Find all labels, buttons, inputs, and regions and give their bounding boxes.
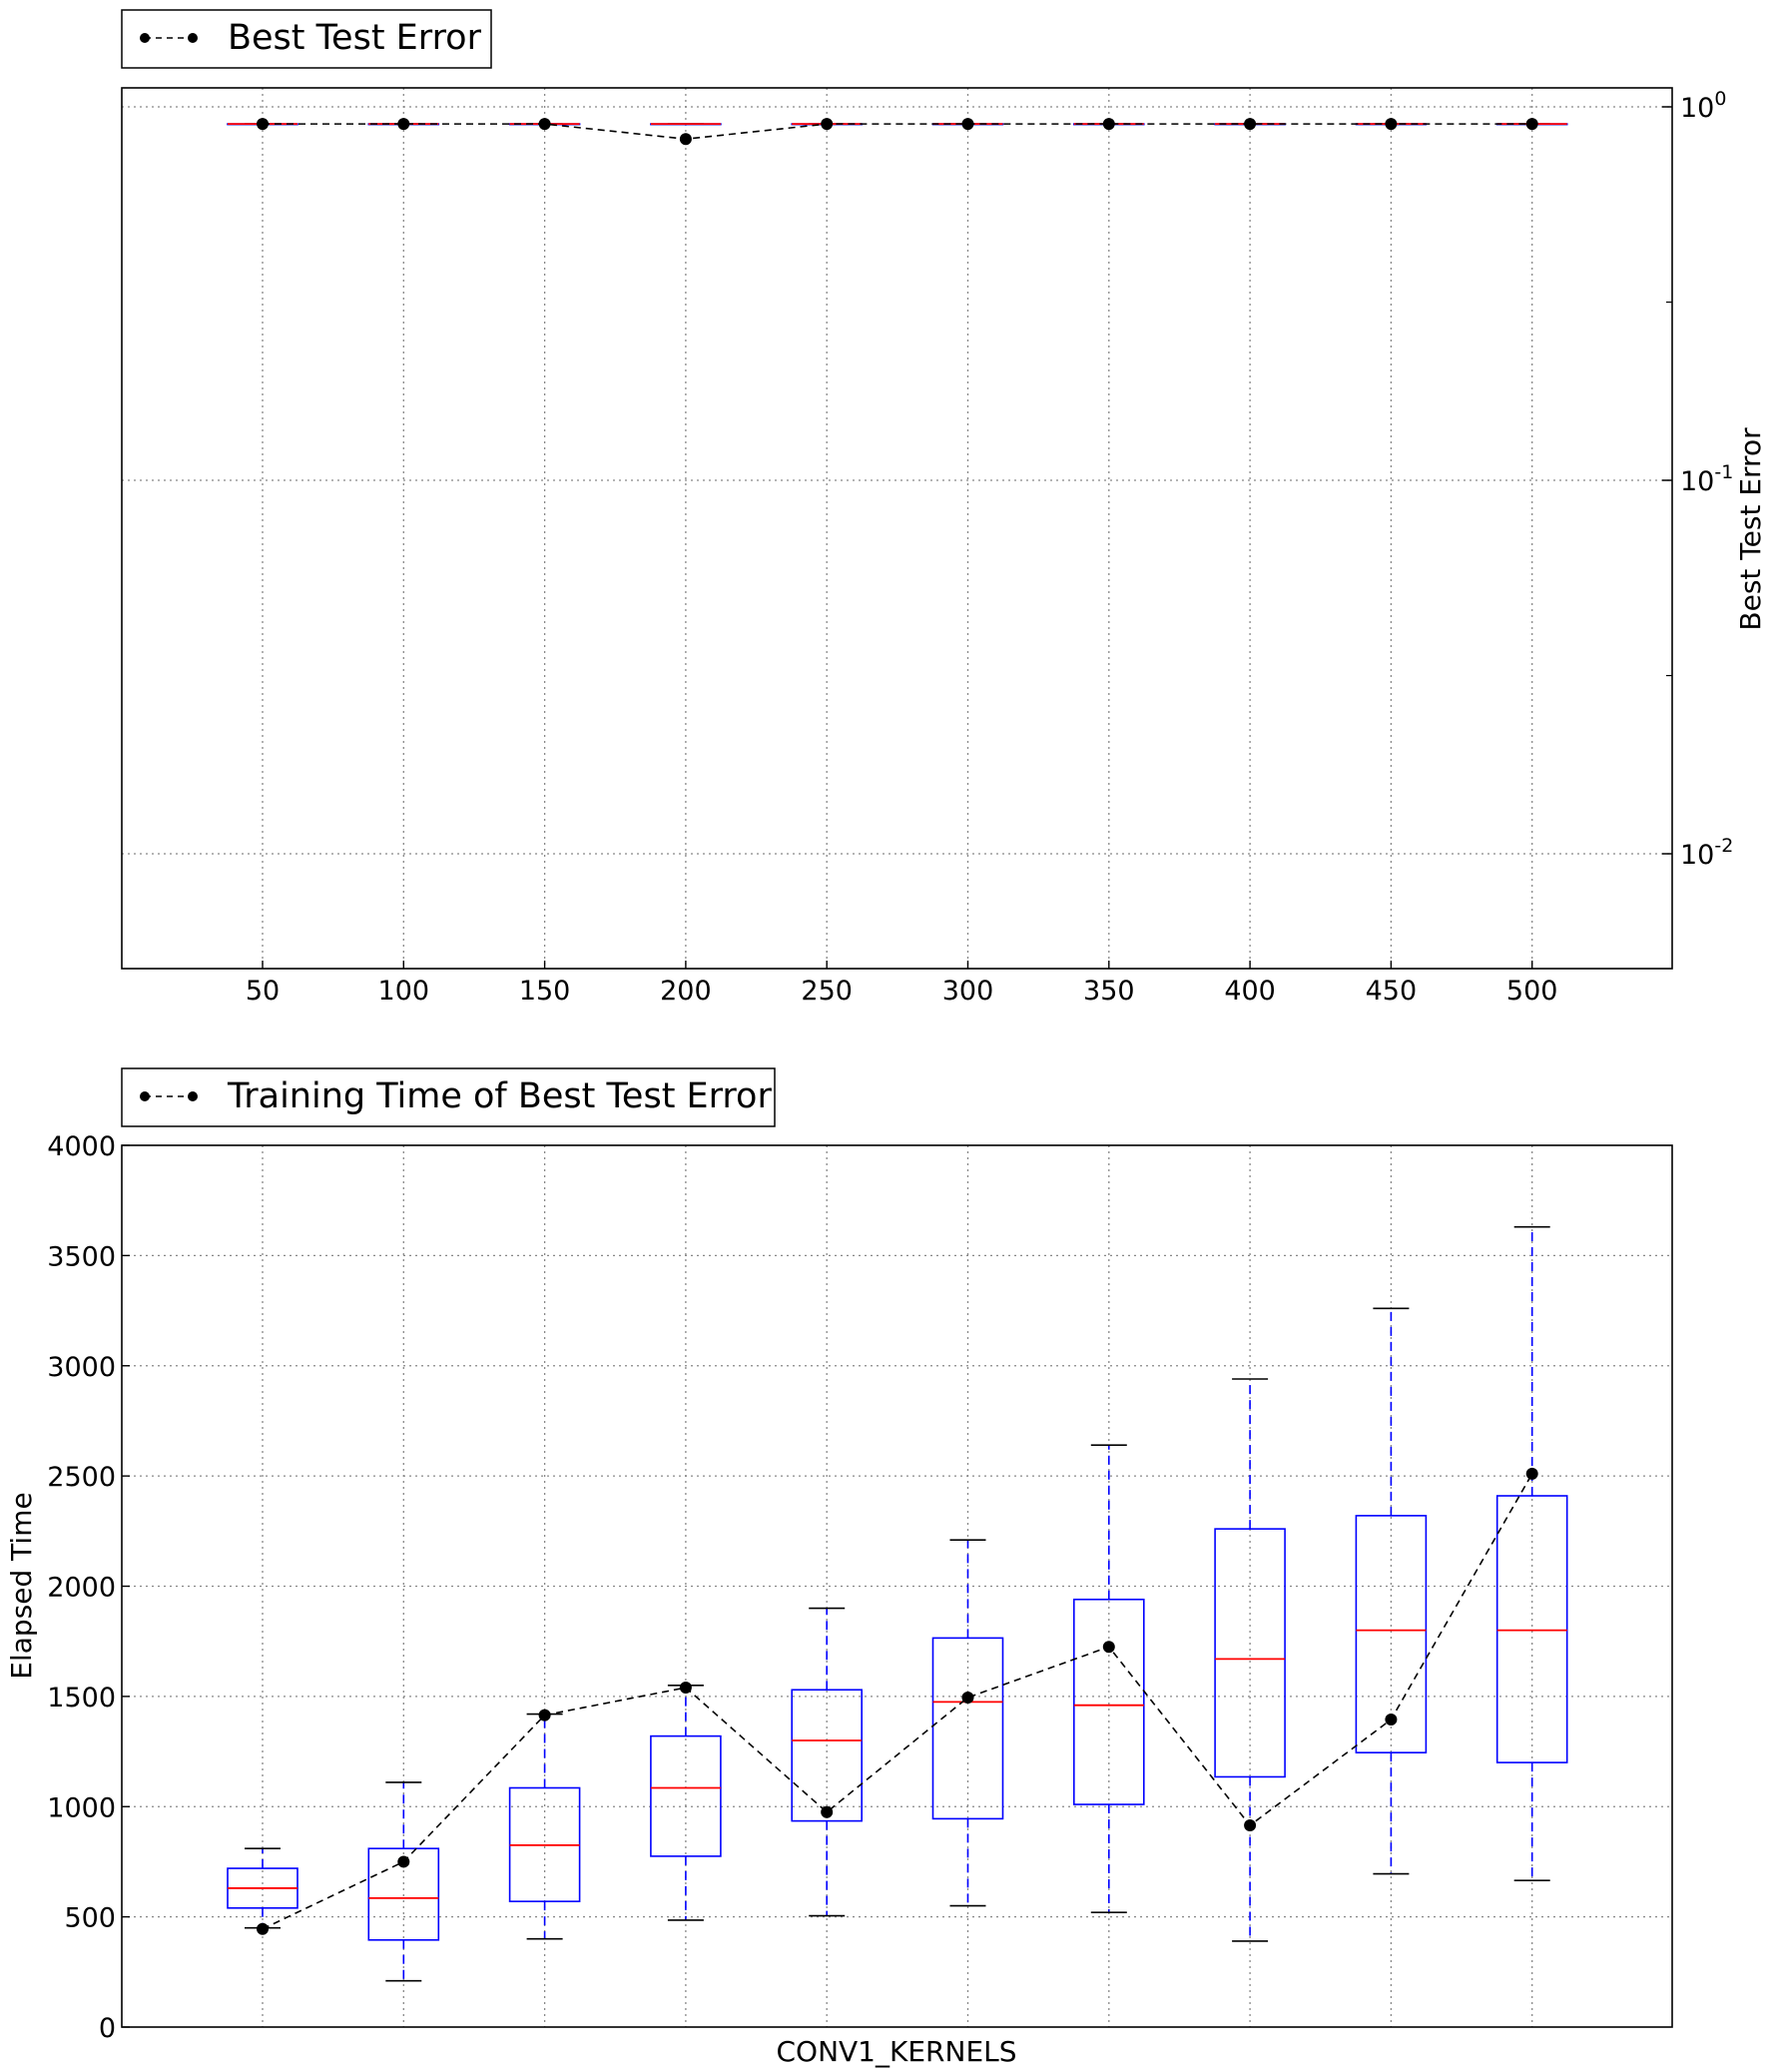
top-x-axis: 50 100 150 200 250 300 350 400 450 500 (246, 961, 1558, 1007)
bottom-legend-label: Training Time of Best Test Error (227, 1076, 772, 1116)
bottom-series-point (679, 1682, 692, 1695)
bottom-series-point (397, 1855, 410, 1868)
top-series-point (679, 133, 692, 146)
bottom-y-tick-label: 2500 (47, 1462, 116, 1493)
bottom-y-tick-label: 2000 (47, 1573, 116, 1604)
top-series-point (397, 118, 410, 131)
top-y-axis-label: Best Test Error (1734, 427, 1767, 631)
top-series-point (1385, 118, 1398, 131)
bottom-series-line (262, 1473, 1533, 1930)
top-y-tick-label: 100 (1680, 88, 1726, 124)
bottom-series-point (1525, 1467, 1538, 1480)
top-series-line (263, 123, 1532, 141)
bottom-series-point (257, 1922, 269, 1935)
top-series (257, 118, 1538, 146)
top-legend-label: Best Test Error (228, 18, 482, 58)
top-series-point (821, 118, 834, 131)
bottom-series-point (1244, 1819, 1257, 1832)
top-x-tick-label: 200 (660, 976, 712, 1007)
bottom-boxplot-box (1073, 1598, 1145, 1805)
bottom-chart: Training Time of Best Test Error 0 500 100… (5, 1067, 1673, 2068)
bottom-y-tick-label: 1000 (47, 1792, 116, 1823)
bottom-y-tick-label: 4000 (47, 1131, 116, 1162)
bottom-series-point (961, 1691, 974, 1704)
bottom-boxes (227, 1225, 1568, 1982)
bottom-series-point (1385, 1714, 1398, 1727)
bottom-series-point (821, 1805, 834, 1818)
top-series-point (1525, 118, 1538, 131)
bottom-y-tick-label: 3000 (47, 1352, 116, 1383)
bottom-y-tick-label: 1500 (47, 1683, 116, 1714)
bottom-series (257, 1467, 1538, 1935)
top-series-point (538, 118, 551, 131)
top-x-tick-label: 400 (1224, 976, 1276, 1007)
top-series-point (1102, 118, 1115, 131)
top-x-tick-label: 350 (1083, 976, 1135, 1007)
bottom-y-axis: 0 500 1000 1500 2000 2500 3000 3500 4000 (47, 1131, 130, 2044)
bottom-legend-marker-icon (140, 1091, 150, 1101)
top-x-tick-label: 500 (1506, 976, 1558, 1007)
top-series-point (1244, 118, 1257, 131)
bottom-boxplot-box (1355, 1515, 1428, 1753)
top-y-tick-label: 10-1 (1680, 461, 1733, 497)
top-chart: Best Test Error 50 100 150 200 250 300 350 400 4… (121, 9, 1767, 1007)
bottom-y-tick-label: 0 (99, 2013, 116, 2044)
bottom-legend-box (121, 1067, 776, 1127)
bottom-boxplot-box (1214, 1528, 1286, 1778)
bottom-boxplot-box (1495, 1495, 1568, 1763)
bottom-y-tick-label: 500 (64, 1903, 116, 1934)
top-series-point (257, 118, 269, 131)
bottom-boxplot-box (650, 1734, 722, 1857)
bottom-grid (122, 1145, 1672, 2027)
top-series-point (961, 118, 974, 131)
top-x-tick-label: 300 (942, 976, 994, 1007)
top-x-tick-label: 450 (1366, 976, 1418, 1007)
top-x-tick-label: 250 (801, 976, 853, 1007)
bottom-y-axis-label: Elapsed Time (5, 1492, 38, 1679)
top-y-axis: 100 10-1 10-2 (1662, 88, 1733, 871)
top-legend-marker-icon (188, 33, 198, 43)
top-plot-frame (121, 87, 1673, 970)
top-legend: Best Test Error (121, 9, 492, 69)
top-grid (122, 88, 1672, 969)
bottom-series-point (538, 1709, 551, 1722)
bottom-legend: Training Time of Best Test Error (121, 1067, 776, 1127)
top-legend-marker-icon (140, 33, 150, 43)
bottom-boxplot-box (791, 1689, 864, 1822)
top-x-tick-label: 100 (378, 976, 430, 1007)
bottom-y-tick-label: 3500 (47, 1241, 116, 1272)
top-x-tick-label: 150 (519, 976, 571, 1007)
bottom-boxplot-box (367, 1847, 440, 1941)
bottom-x-axis-label: CONV1_KERNELS (776, 2035, 1016, 2068)
top-legend-box (121, 9, 492, 69)
top-x-tick-label: 50 (246, 976, 280, 1007)
bottom-legend-marker-icon (188, 1091, 198, 1101)
bottom-series-point (1102, 1641, 1115, 1654)
top-y-tick-label: 10-2 (1680, 835, 1733, 871)
bottom-boxplot-box (931, 1637, 1004, 1820)
